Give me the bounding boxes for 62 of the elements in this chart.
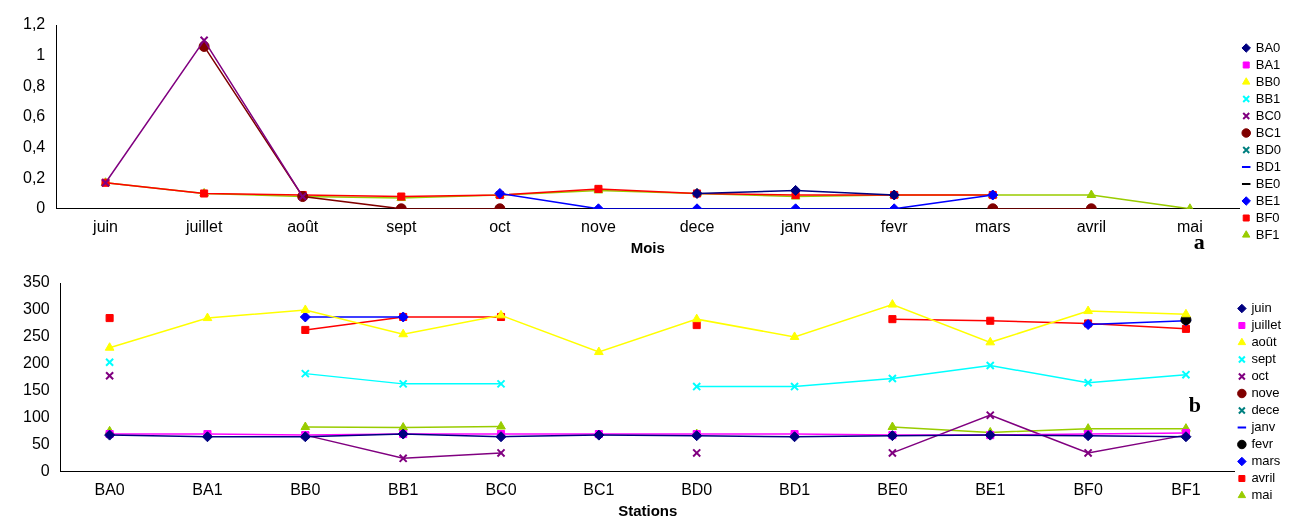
legend-label: BD0 — [1255, 141, 1282, 157]
y-tick-label: 1,2 — [22, 15, 46, 33]
x-tick-label: fevr — [880, 217, 909, 235]
y-tick-label: 250 — [22, 327, 50, 345]
legend-label: BB1 — [1255, 90, 1281, 106]
x-tick-label: juin — [92, 217, 118, 235]
y-tick-label: 1 — [36, 46, 46, 64]
x-tick-label: juillet — [184, 217, 223, 235]
legend-label: sept — [1251, 351, 1277, 367]
x-tick-label: août — [287, 217, 319, 235]
y-tick-label: 0,4 — [22, 137, 46, 155]
y-tick-label: 0,2 — [22, 168, 46, 186]
x-tick-label: BC0 — [485, 480, 517, 498]
y-tick-label: 0 — [40, 462, 50, 480]
x-tick-label: BF0 — [1073, 480, 1103, 498]
legend-label: BC0 — [1255, 107, 1282, 123]
x-tick-label: sept — [386, 217, 417, 235]
legend-label: BB0 — [1255, 73, 1281, 89]
y-tick-label: 0 — [36, 199, 46, 217]
x-tick-label: BB0 — [290, 480, 321, 498]
x-tick-label: dece — [679, 217, 715, 235]
x-tick-label: BC1 — [583, 480, 615, 498]
legend-label: BD1 — [1255, 158, 1282, 174]
x-tick-label: BB1 — [388, 480, 419, 498]
x-tick-label: BA1 — [192, 480, 223, 498]
y-tick-label: 150 — [22, 381, 50, 399]
annotation: b — [1188, 391, 1201, 417]
x-tick-label: BE0 — [877, 480, 908, 498]
legend-label: août — [1251, 334, 1278, 350]
legend-label: oct — [1251, 368, 1270, 384]
legend-label: nove — [1251, 385, 1280, 401]
legend-label: BA1 — [1255, 56, 1281, 72]
legend-label: BE0 — [1255, 175, 1281, 191]
legend-label: BC1 — [1255, 124, 1282, 140]
x-axis-title: Stations — [618, 502, 678, 520]
y-tick-label: 100 — [22, 408, 50, 426]
x-tick-label: BF1 — [1171, 480, 1201, 498]
x-tick-label: janv — [779, 217, 811, 235]
x-tick-label: BD1 — [779, 480, 811, 498]
x-tick-label: BA0 — [94, 480, 125, 498]
x-axis-title: Mois — [630, 239, 665, 257]
legend-label: mars — [1251, 453, 1281, 469]
x-tick-label: BE1 — [975, 480, 1006, 498]
x-tick-label: mars — [974, 217, 1011, 235]
x-tick-label: avril — [1076, 217, 1107, 235]
x-tick-label: BD0 — [681, 480, 713, 498]
y-tick-label: 0,8 — [22, 76, 46, 94]
legend-label: janv — [1250, 419, 1276, 435]
legend-label: juin — [1250, 300, 1272, 316]
y-tick-label: 50 — [31, 435, 50, 453]
y-tick-label: 0,6 — [22, 107, 46, 125]
legend-label: fevr — [1251, 436, 1274, 452]
legend-label: dece — [1251, 402, 1280, 418]
legend-label: juillet — [1250, 317, 1282, 333]
x-tick-label: nove — [581, 217, 616, 235]
x-tick-label: oct — [489, 217, 512, 235]
y-tick-label: 350 — [22, 273, 50, 291]
legend-label: BA0 — [1255, 39, 1281, 55]
legend-label: avril — [1251, 470, 1276, 486]
legend-label: BE1 — [1255, 192, 1281, 208]
y-tick-label: 300 — [22, 300, 50, 318]
y-tick-label: 200 — [22, 354, 50, 372]
